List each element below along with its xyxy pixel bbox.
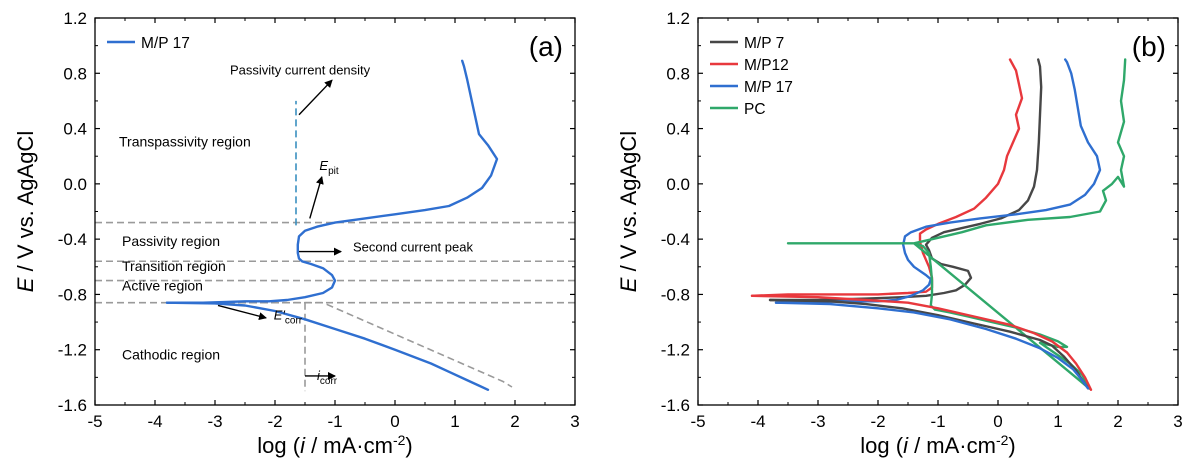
x-tick-label: -1 bbox=[930, 412, 945, 431]
y-tick-label: -0.4 bbox=[661, 230, 690, 249]
annotation-label: Transition region bbox=[122, 258, 226, 274]
x-tick-label: 1 bbox=[450, 412, 459, 431]
x-tick-label: -4 bbox=[147, 412, 162, 431]
legend-entry: M/P12 bbox=[744, 57, 789, 74]
annotation-label: Passivity current density bbox=[230, 63, 371, 78]
y-tick-label: 0.0 bbox=[63, 175, 87, 194]
y-tick-label: 0.8 bbox=[63, 64, 87, 83]
y-tick-label: -1.2 bbox=[661, 341, 690, 360]
annotation-label: Epit bbox=[319, 158, 338, 177]
y-tick-label: -0.8 bbox=[661, 285, 690, 304]
y-tick-label: 0.8 bbox=[666, 64, 690, 83]
y-tick-label: -1.6 bbox=[58, 396, 87, 415]
annotation-label: Second current peak bbox=[353, 240, 473, 255]
legend-entry: M/P 17 bbox=[744, 79, 793, 96]
series-line-2 bbox=[774, 58, 1102, 304]
y-tick-label: 0.4 bbox=[63, 120, 87, 139]
x-tick-label: -5 bbox=[690, 412, 705, 431]
x-tick-label: 0 bbox=[993, 412, 1002, 431]
arrow-passivity-current bbox=[298, 79, 333, 116]
tafel-extrapolation-line bbox=[173, 301, 513, 388]
y-tick-label: 0.4 bbox=[666, 120, 690, 139]
x-tick-label: -2 bbox=[267, 412, 282, 431]
y-tick-label: -0.4 bbox=[58, 230, 87, 249]
panel-a: -5 -4 -3 -2 -1 0 1 2 3 -1.6 -1.2 -0.8 -0.4 0.0 0.4 0.8 1… bbox=[13, 9, 580, 458]
x-tick-label: 3 bbox=[1173, 412, 1182, 431]
annotation-label: Transpassivity region bbox=[119, 134, 251, 150]
x-tick-label: -3 bbox=[810, 412, 825, 431]
plot-frame bbox=[697, 17, 1179, 406]
y-tick-label: 1.2 bbox=[666, 9, 690, 28]
series-line-3 bbox=[786, 58, 1127, 390]
x-axis-label: log (i / mA·cm-2) bbox=[257, 432, 412, 458]
x-axis-label: log (i / mA·cm-2) bbox=[860, 432, 1015, 458]
annotation-label: icorr bbox=[317, 368, 338, 387]
y-tick-label: 0.0 bbox=[666, 175, 690, 194]
y-tick-label: -1.2 bbox=[58, 341, 87, 360]
series-line-1 bbox=[165, 301, 490, 391]
annotation-label: E′corr bbox=[274, 307, 303, 326]
y-tick-label: -0.8 bbox=[58, 285, 87, 304]
x-tick-label: 1 bbox=[1053, 412, 1062, 431]
legend-entry: M/P 17 bbox=[141, 35, 190, 52]
x-tick-label: 2 bbox=[510, 412, 519, 431]
y-tick-label: -1.6 bbox=[661, 396, 690, 415]
series-line-4 bbox=[768, 298, 1091, 390]
annotation-label: Passivity region bbox=[122, 233, 220, 249]
series-line-5 bbox=[750, 294, 1093, 391]
arrow-ecorr bbox=[217, 304, 267, 321]
x-tick-label: -1 bbox=[327, 412, 342, 431]
series-line-6 bbox=[774, 301, 1090, 390]
legend-entry: M/P 7 bbox=[744, 35, 784, 52]
x-tick-label: 2 bbox=[1113, 412, 1122, 431]
y-axis-label: E / V vs. AgAgCl bbox=[13, 131, 38, 292]
legend-entry: PC bbox=[744, 101, 766, 118]
x-tick-label: 3 bbox=[570, 412, 579, 431]
y-axis-label: E / V vs. AgAgCl bbox=[616, 131, 641, 292]
series-line-0 bbox=[768, 58, 1043, 302]
annotation-label: Cathodic region bbox=[122, 346, 220, 362]
series-line-0 bbox=[165, 59, 499, 304]
annotation-label: Active region bbox=[122, 277, 203, 293]
x-tick-label: 0 bbox=[390, 412, 399, 431]
x-tick-label: -3 bbox=[207, 412, 222, 431]
x-tick-label: -4 bbox=[750, 412, 765, 431]
panel-label: (b) bbox=[1132, 31, 1166, 62]
panel-label: (a) bbox=[529, 31, 563, 62]
panel-b: -5 -4 -3 -2 -1 0 1 2 3 -1.6 -1.2 -0.8 -0.4 0.0 0.4 0.8 1… bbox=[616, 9, 1183, 458]
x-tick-label: -5 bbox=[87, 412, 102, 431]
x-tick-label: -2 bbox=[870, 412, 885, 431]
y-tick-label: 1.2 bbox=[63, 9, 87, 28]
arrow-epit bbox=[309, 175, 324, 219]
